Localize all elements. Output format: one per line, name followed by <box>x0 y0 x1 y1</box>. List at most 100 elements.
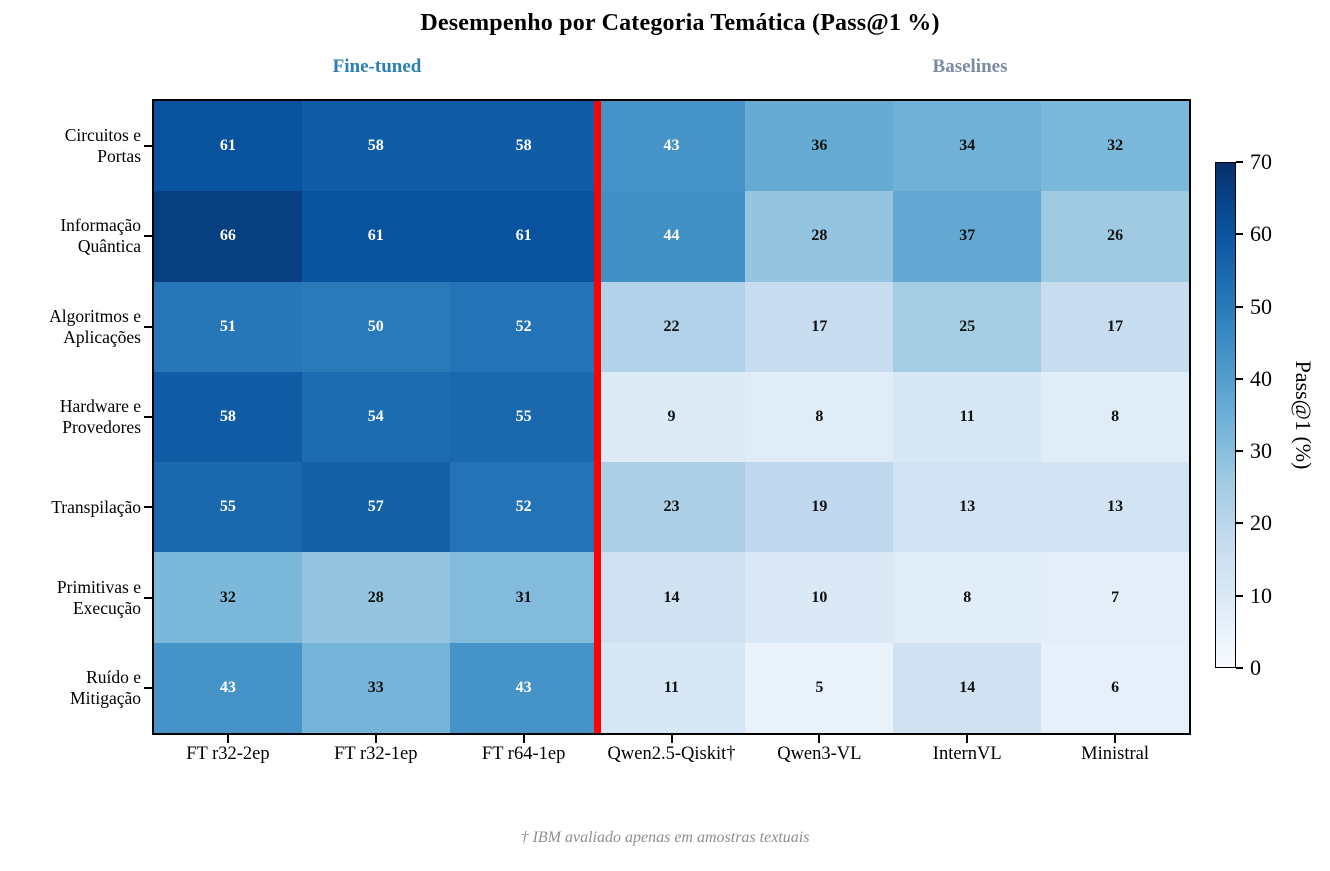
y-tick <box>144 416 152 418</box>
group-label-fine-tuned: Fine-tuned <box>332 56 422 77</box>
heatmap-cell: 51 <box>154 281 302 372</box>
column-label: FT r32-1ep <box>334 744 418 764</box>
heatmap-cell: 33 <box>301 642 450 733</box>
colorbar-tick-label: 60 <box>1250 221 1272 247</box>
column-label: InternVL <box>932 744 1002 764</box>
heatmap-cell: 13 <box>893 462 1042 553</box>
group-separator-line <box>594 101 602 733</box>
heatmap-cell: 43 <box>154 642 302 733</box>
colorbar-label: Pass@1 (%) <box>1291 360 1316 470</box>
colorbar-tick-label: 70 <box>1250 149 1272 174</box>
row-label: Ruído e Mitigação <box>70 666 141 708</box>
y-tick <box>144 325 152 328</box>
colorbar-tick-label: 50 <box>1250 293 1272 319</box>
heatmap-cell: 66 <box>154 191 302 282</box>
heatmap-cell: 8 <box>893 552 1042 643</box>
heatmap-cell: 61 <box>301 191 450 282</box>
heatmap-cell: 5 <box>745 642 894 733</box>
colorbar-tick-label: 30 <box>1250 438 1272 464</box>
colorbar-tick <box>1236 161 1243 163</box>
row-label: Transpilação <box>51 496 141 517</box>
column-label: Qwen3-VL <box>777 744 862 764</box>
heatmap-cell: 43 <box>597 101 746 192</box>
heatmap-cell: 61 <box>154 101 302 192</box>
x-tick <box>966 735 969 743</box>
x-tick <box>374 735 377 743</box>
heatmap-cell: 26 <box>1041 191 1189 282</box>
row-label: Hardware e Provedores <box>59 395 141 437</box>
heatmap-cell: 32 <box>154 552 302 643</box>
column-label: FT r64-1ep <box>481 744 566 764</box>
x-tick <box>1114 735 1117 743</box>
heatmap-cell: 22 <box>597 281 746 372</box>
heatmap-cell: 52 <box>449 281 598 372</box>
heatmap-cell: 28 <box>301 552 450 643</box>
heatmap-cell: 11 <box>597 642 746 733</box>
y-tick <box>144 145 152 148</box>
heatmap-cell: 36 <box>745 101 894 192</box>
heatmap-cell: 55 <box>449 371 598 463</box>
colorbar-tick <box>1236 522 1243 525</box>
column-label: FT r32-2ep <box>186 744 270 764</box>
colorbar-tick-label: 10 <box>1250 582 1272 608</box>
heatmap-cell: 37 <box>893 191 1042 282</box>
heatmap-cell: 28 <box>745 191 894 282</box>
heatmap-cell: 17 <box>745 281 894 372</box>
heatmap-cell: 23 <box>597 462 746 553</box>
colorbar-tick-label: 20 <box>1250 510 1272 536</box>
x-tick <box>226 735 229 743</box>
column-label: Qwen2.5-Qiskit† <box>607 744 736 764</box>
y-tick <box>144 596 152 599</box>
heatmap-cell: 9 <box>597 371 746 463</box>
colorbar-tick <box>1236 305 1243 308</box>
heatmap-grid: 61 58 58 43 36 34 32 66 61 61 44 28 37 26 51 50 52 22 17 25… <box>152 99 1191 735</box>
x-tick <box>818 735 821 743</box>
heatmap-cell: 14 <box>893 642 1042 733</box>
footnote: † IBM avaliado apenas em amostras textua… <box>520 829 810 846</box>
heatmap-cell: 34 <box>893 101 1042 192</box>
x-tick <box>522 735 525 743</box>
heatmap-cell: 52 <box>449 462 598 553</box>
row-label: Circuitos e Portas <box>64 125 141 167</box>
chart-title: Desempenho por Categoria Temática (Pass@… <box>420 10 940 36</box>
group-label-baselines: Baselines <box>932 56 1008 77</box>
heatmap-cell: 17 <box>1041 281 1189 372</box>
colorbar-tick <box>1236 377 1243 380</box>
colorbar-tick <box>1236 233 1243 236</box>
heatmap-cell: 57 <box>301 462 450 553</box>
heatmap-cell: 50 <box>301 281 450 372</box>
row-label: Algoritmos e Aplicações <box>49 305 141 347</box>
colorbar-tick <box>1236 594 1243 597</box>
heatmap-cell: 13 <box>1041 462 1189 553</box>
heatmap-cell: 54 <box>301 371 450 463</box>
heatmap-cell: 10 <box>745 552 894 643</box>
heatmap-cell: 55 <box>154 462 302 553</box>
heatmap-cell: 25 <box>893 281 1042 372</box>
heatmap-cell: 6 <box>1041 642 1189 733</box>
heatmap-cell: 58 <box>154 371 302 463</box>
heatmap-cell: 11 <box>893 371 1042 463</box>
x-tick <box>670 735 673 743</box>
heatmap-cell: 7 <box>1041 552 1189 643</box>
colorbar-tick <box>1236 450 1243 453</box>
heatmap-cell: 61 <box>449 191 598 282</box>
heatmap-cell: 32 <box>1041 101 1189 192</box>
heatmap-cell: 44 <box>597 191 746 282</box>
colorbar-gradient <box>1215 162 1236 668</box>
y-tick <box>144 506 152 509</box>
heatmap-cell: 14 <box>597 552 746 643</box>
heatmap-cell: 43 <box>449 642 598 733</box>
column-label: Ministral <box>1081 744 1149 764</box>
colorbar-tick-label: 0 <box>1250 655 1261 680</box>
heatmap-cell: 8 <box>1041 371 1189 463</box>
heatmap-cell: 31 <box>449 552 598 643</box>
row-label: Informação Quântica <box>60 215 141 257</box>
y-tick <box>144 235 152 238</box>
colorbar-tick-label: 40 <box>1250 365 1272 391</box>
colorbar-tick <box>1236 667 1243 669</box>
heatmap-cell: 8 <box>745 371 894 463</box>
row-label: Primitivas e Execução <box>56 576 141 618</box>
heatmap-cell: 19 <box>745 462 894 553</box>
heatmap-cell: 58 <box>449 101 598 192</box>
heatmap-cell: 58 <box>301 101 450 192</box>
